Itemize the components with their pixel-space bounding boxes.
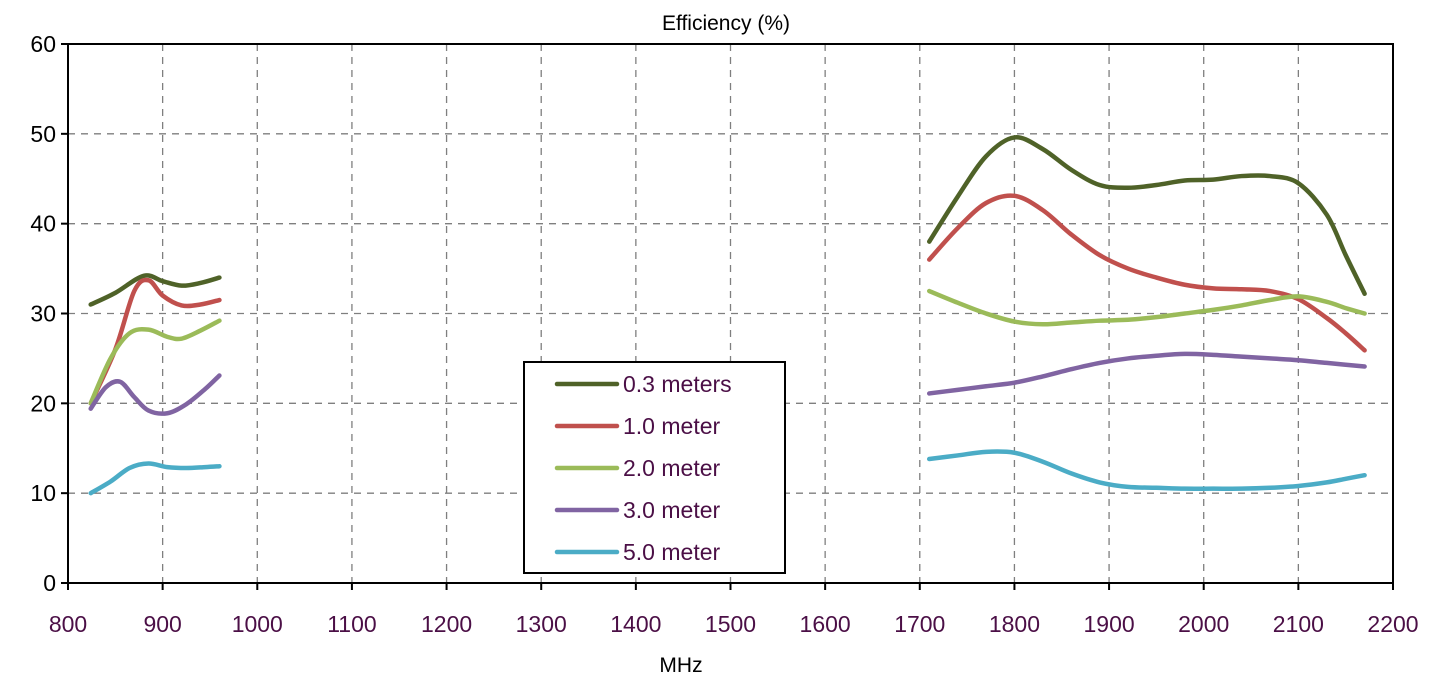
series-line-5-0-meter-segment-2 (927, 449, 1367, 491)
x-tick-label-800: 800 (49, 611, 87, 637)
y-tick-label-0: 0 (43, 570, 56, 596)
x-tick-label-1300: 1300 (516, 611, 567, 637)
x-tick-label-1700: 1700 (894, 611, 945, 637)
x-tick-label-900: 900 (143, 611, 181, 637)
x-tick-label-1500: 1500 (705, 611, 756, 637)
series-line-0-3-meters-segment-1 (88, 273, 222, 307)
series-line-5-0-meter-segment-1 (88, 461, 222, 496)
legend-label-2-0-meter: 2.0 meter (623, 455, 720, 481)
x-tick-label-1100: 1100 (327, 611, 376, 637)
axes (61, 43, 1394, 590)
series-line-3-0-meter-segment-1 (88, 373, 222, 416)
legend-label-3-0-meter: 3.0 meter (623, 497, 720, 523)
x-tick-label-1600: 1600 (800, 611, 851, 637)
x-tick-label-1000: 1000 (232, 611, 283, 637)
x-tick-label-1800: 1800 (989, 611, 1040, 637)
chart-title: Efficiency (%) (662, 12, 790, 35)
y-tick-label-40: 40 (30, 211, 56, 237)
series-line-2-0-meter-segment-1 (88, 318, 222, 406)
y-tick-label-30: 30 (30, 301, 56, 327)
x-tick-label-2000: 2000 (1178, 611, 1229, 637)
x-tick-label-1900: 1900 (1083, 611, 1134, 637)
legend-label-5-0-meter: 5.0 meter (623, 539, 720, 565)
x-tick-labels: 800 900 1000 1100 1200 1300 1400 1500 1600 1700 18… (49, 611, 1419, 637)
y-tick-label-20: 20 (30, 390, 56, 416)
x-tick-label-2200: 2200 (1367, 611, 1418, 637)
x-axis-label: MHz (659, 654, 702, 677)
y-tick-label-60: 60 (30, 31, 56, 57)
legend-label-1-0-meter: 1.0 meter (623, 413, 720, 439)
x-tick-label-2100: 2100 (1273, 611, 1324, 637)
series-lines (88, 135, 1367, 496)
y-tick-label-10: 10 (30, 480, 56, 506)
series-line-0-3-meters-segment-2 (927, 135, 1367, 296)
x-tick-label-1200: 1200 (421, 611, 472, 637)
legend-label-0-3-meters: 0.3 meters (623, 371, 732, 397)
series-line-3-0-meter-segment-2 (927, 351, 1367, 396)
series-line-1-0-meter-segment-2 (927, 193, 1367, 353)
series-line-2-0-meter-segment-2 (927, 288, 1367, 327)
y-tick-labels: 0 10 20 30 40 50 60 (30, 31, 56, 596)
legend: 0.3 meters 1.0 meter 2.0 meter 3.0 meter 5.0… (523, 361, 786, 574)
x-tick-label-1400: 1400 (610, 611, 661, 637)
y-tick-label-50: 50 (30, 121, 56, 147)
